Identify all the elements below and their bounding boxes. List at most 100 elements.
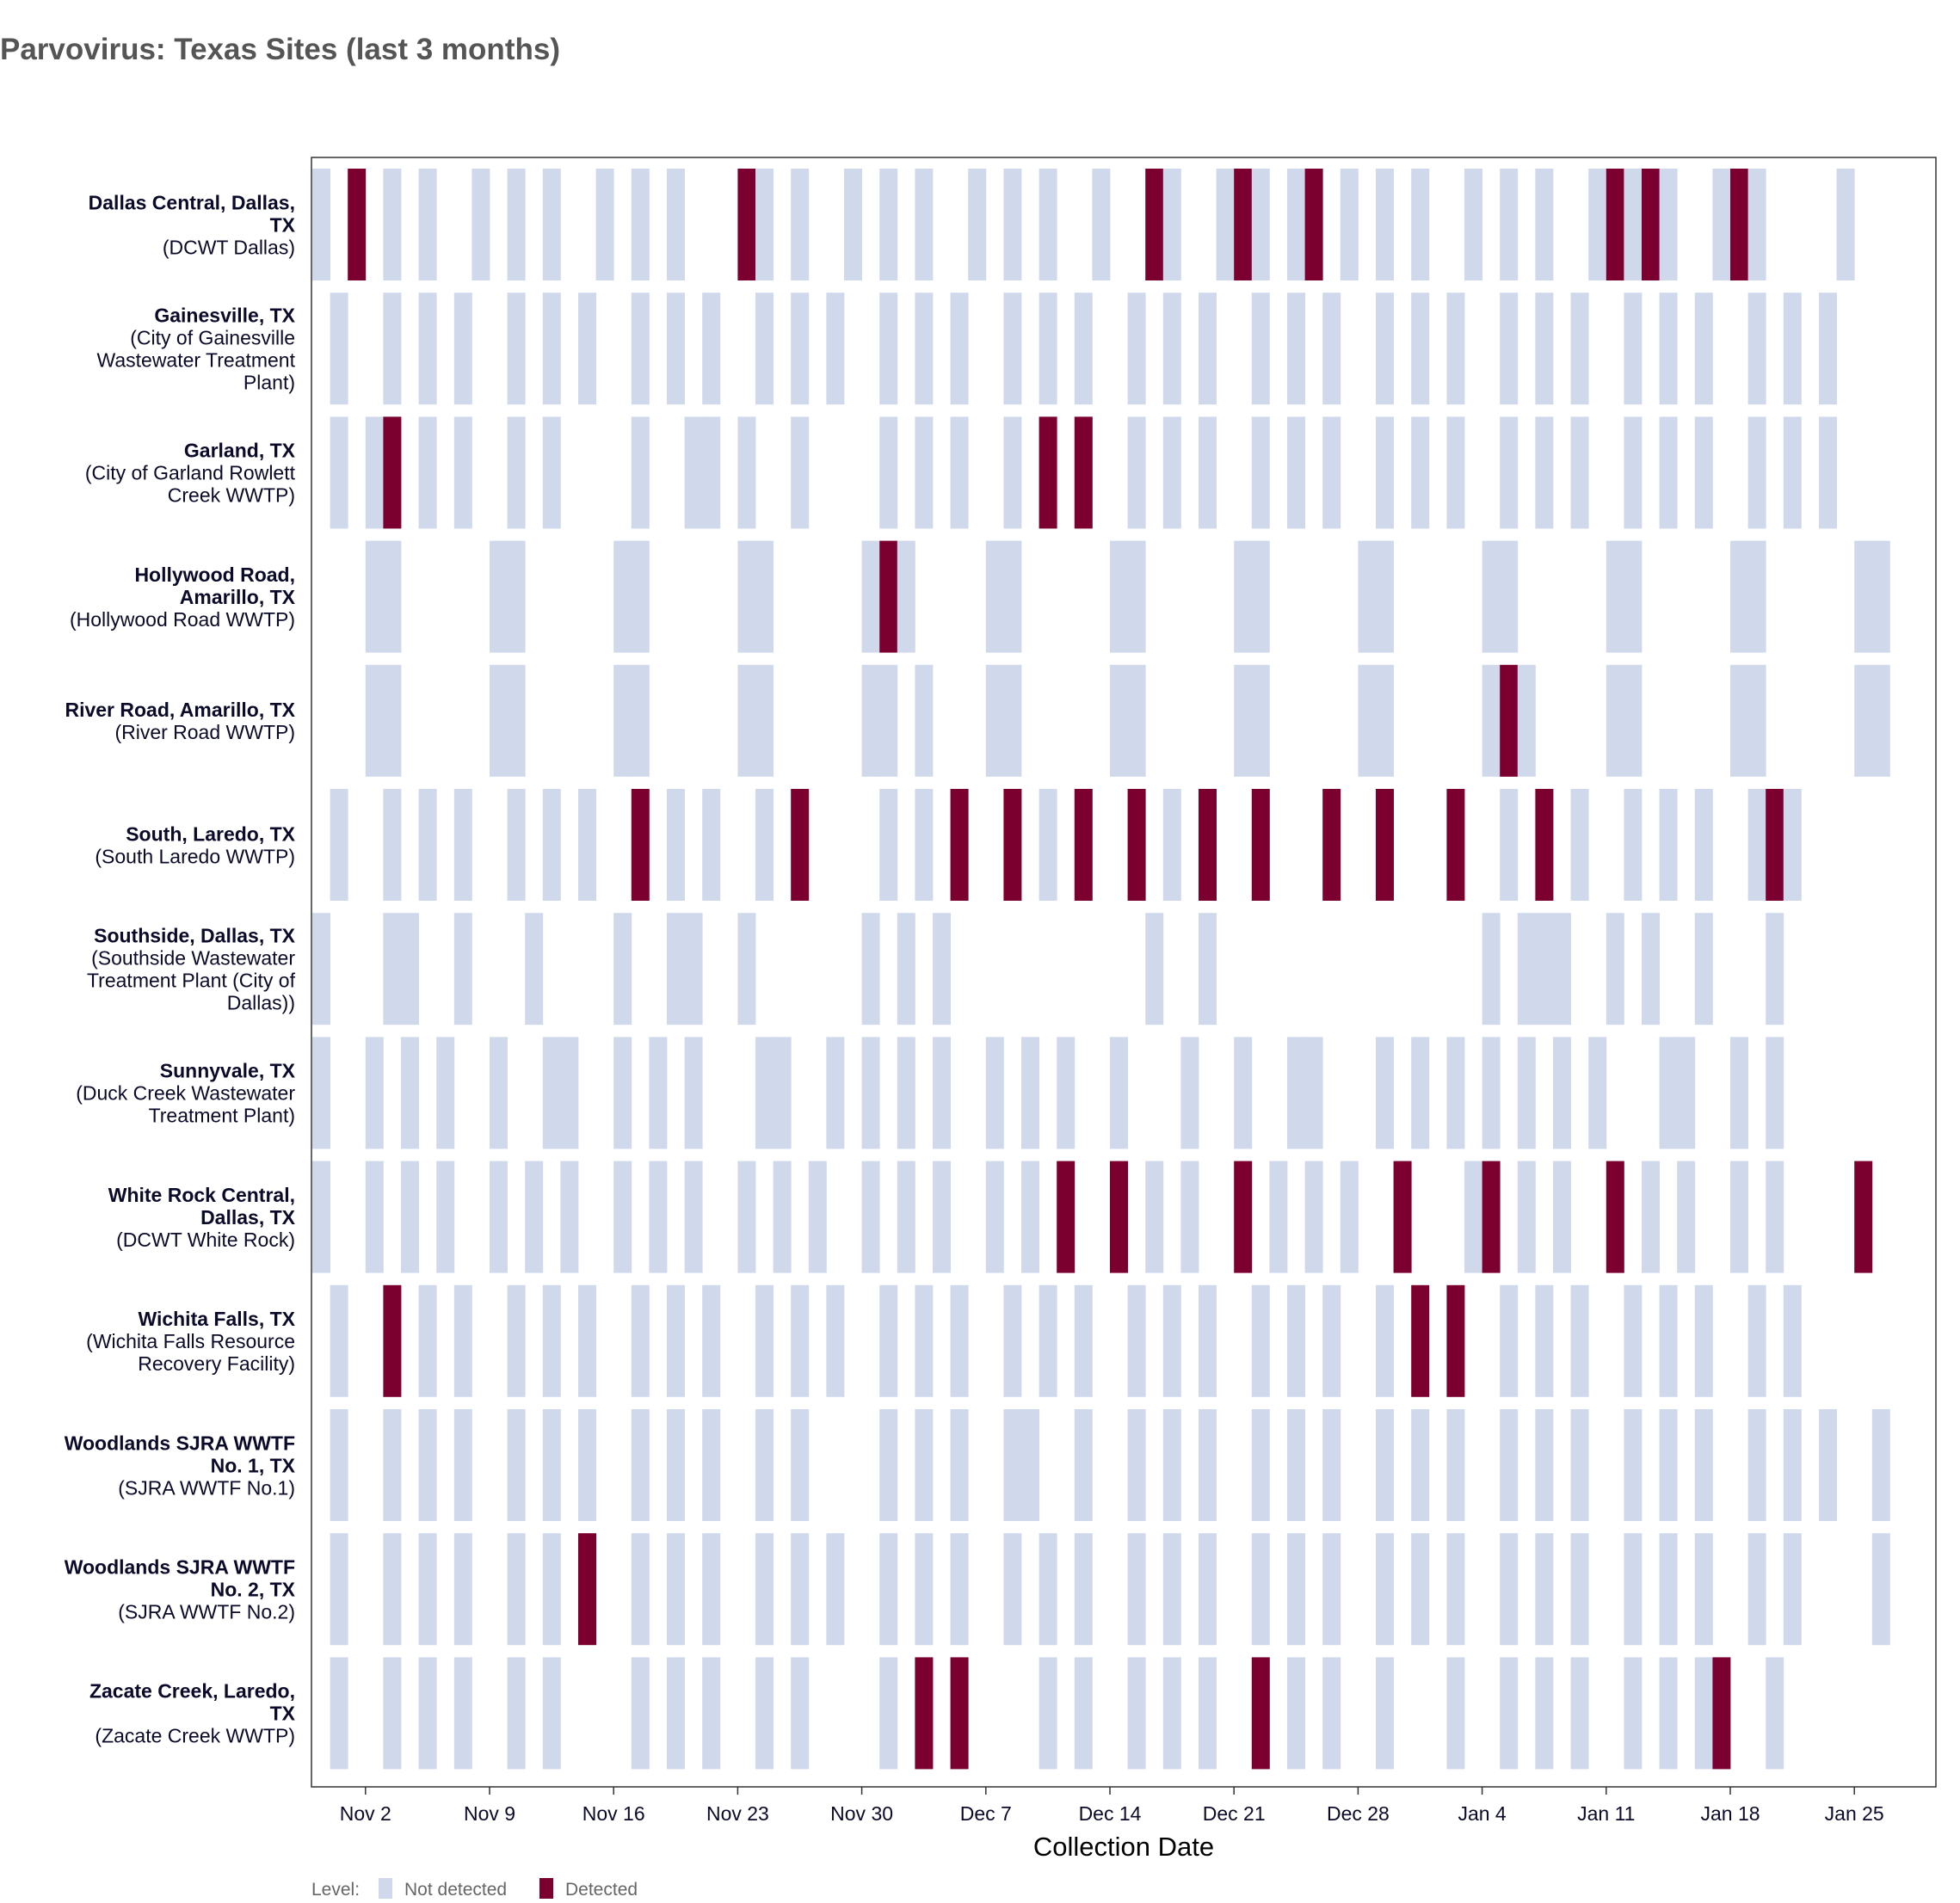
tile-not-detected <box>861 540 880 653</box>
legend-label-detected: Detected <box>565 1880 638 1900</box>
tile-not-detected <box>401 1161 419 1273</box>
tile-not-detected <box>1376 1284 1394 1397</box>
site-name-line: Southside, Dallas, TX <box>94 925 296 947</box>
tile-not-detected <box>507 1409 526 1521</box>
tile-detected <box>1446 1284 1465 1397</box>
tile-not-detected <box>383 293 402 405</box>
tile-not-detected <box>1021 1037 1039 1149</box>
tile-not-detected <box>1766 1161 1784 1273</box>
tile-not-detected <box>1659 416 1678 529</box>
tile-not-detected <box>1624 789 1643 901</box>
tile-not-detected <box>808 1161 827 1273</box>
tile-not-detected <box>1287 1037 1305 1149</box>
site-plant-line: (Southside Wastewater <box>91 947 295 970</box>
tile-not-detected <box>1304 1037 1323 1149</box>
tile-not-detected <box>1145 913 1164 1025</box>
tile-not-detected <box>1624 1409 1643 1521</box>
tile-not-detected <box>1659 1409 1678 1521</box>
tile-not-detected <box>1446 1409 1465 1521</box>
tile-not-detected <box>613 1037 632 1149</box>
tile-not-detected <box>1624 1284 1643 1397</box>
tile-not-detected <box>383 540 402 653</box>
tile-not-detected <box>897 913 915 1025</box>
tile-not-detected <box>1747 664 1766 777</box>
tile-not-detected <box>401 913 419 1025</box>
tile-not-detected <box>968 169 987 280</box>
tile-detected <box>950 1657 969 1770</box>
tile-not-detected <box>1322 1284 1341 1397</box>
site-name-line: TX <box>270 213 296 236</box>
tile-not-detected <box>1162 1533 1181 1646</box>
tile-not-detected <box>507 293 526 405</box>
tile-not-detected <box>383 169 402 280</box>
tile-detected <box>1854 1161 1873 1273</box>
tile-not-detected <box>365 1037 384 1149</box>
tile-not-detected <box>631 1533 650 1646</box>
site-plant-line: (Zacate Creek WWTP) <box>95 1725 295 1747</box>
tile-not-detected <box>1234 1037 1253 1149</box>
tile-not-detected <box>1127 1533 1146 1646</box>
tile-not-detected <box>1747 1533 1766 1646</box>
tile-not-detected <box>1588 1037 1607 1149</box>
site-plant-line: Plant) <box>243 372 295 394</box>
tile-not-detected <box>453 1409 472 1521</box>
tile-not-detected <box>1694 293 1713 405</box>
legend-label-not-detected: Not detected <box>404 1880 507 1900</box>
tile-not-detected <box>1694 1284 1713 1397</box>
tile-not-detected <box>879 293 898 405</box>
tile-detected <box>1251 1657 1270 1770</box>
tile-not-detected <box>915 416 934 529</box>
tile-not-detected <box>1162 1284 1181 1397</box>
tile-not-detected <box>1162 789 1181 901</box>
tile-not-detected <box>649 1161 668 1273</box>
tile-not-detected <box>1180 1161 1199 1273</box>
site-label: White Rock Central,Dallas, TX(DCWT White… <box>108 1184 296 1251</box>
tile-not-detected <box>1358 664 1377 777</box>
tile-not-detected <box>418 169 437 280</box>
tile-not-detected <box>1517 1161 1536 1273</box>
tile-not-detected <box>1251 664 1270 777</box>
tile-not-detected <box>1500 293 1519 405</box>
tile-not-detected <box>1535 1284 1554 1397</box>
tile-not-detected <box>507 540 526 653</box>
tile-detected <box>1039 416 1057 529</box>
tile-not-detected <box>1517 913 1536 1025</box>
tile-detected <box>1730 169 1748 280</box>
tile-not-detected <box>383 664 402 777</box>
tile-not-detected <box>490 664 508 777</box>
site-name-line: Garland, TX <box>184 440 296 462</box>
x-tick-label: Jan 25 <box>1825 1802 1884 1825</box>
tile-not-detected <box>330 1284 348 1397</box>
tile-not-detected <box>436 1161 455 1273</box>
tile-not-detected <box>684 1037 703 1149</box>
tile-not-detected <box>1127 416 1146 529</box>
tile-not-detected <box>507 1657 526 1770</box>
tile-not-detected <box>915 664 934 777</box>
tile-not-detected <box>879 1657 898 1770</box>
x-tick-label: Jan 11 <box>1577 1802 1635 1825</box>
tile-not-detected <box>861 913 880 1025</box>
tile-not-detected <box>1127 540 1146 653</box>
tile-not-detected <box>1570 1657 1589 1770</box>
site-plant-line: (Duck Creek Wastewater <box>76 1082 295 1105</box>
site-plant-line: Dallas)) <box>227 992 295 1014</box>
tile-not-detected <box>1180 1037 1199 1149</box>
tile-not-detected <box>1766 1037 1784 1149</box>
tile-not-detected <box>1783 789 1802 901</box>
tile-not-detected <box>879 664 898 777</box>
tile-not-detected <box>1376 169 1394 280</box>
tile-not-detected <box>1199 1657 1217 1770</box>
tile-not-detected <box>1482 664 1501 777</box>
tile-not-detected <box>1535 416 1554 529</box>
tile-not-detected <box>418 1409 437 1521</box>
tile-not-detected <box>1570 1533 1589 1646</box>
tile-not-detected <box>1021 1161 1039 1273</box>
tile-not-detected <box>1003 1533 1022 1646</box>
tile-not-detected <box>631 1657 650 1770</box>
tile-detected <box>1535 789 1554 901</box>
tile-not-detected <box>1464 1161 1482 1273</box>
tile-not-detected <box>1694 1409 1713 1521</box>
site-plant-line: (SJRA WWTF No.2) <box>118 1601 295 1623</box>
tile-not-detected <box>542 1284 561 1397</box>
